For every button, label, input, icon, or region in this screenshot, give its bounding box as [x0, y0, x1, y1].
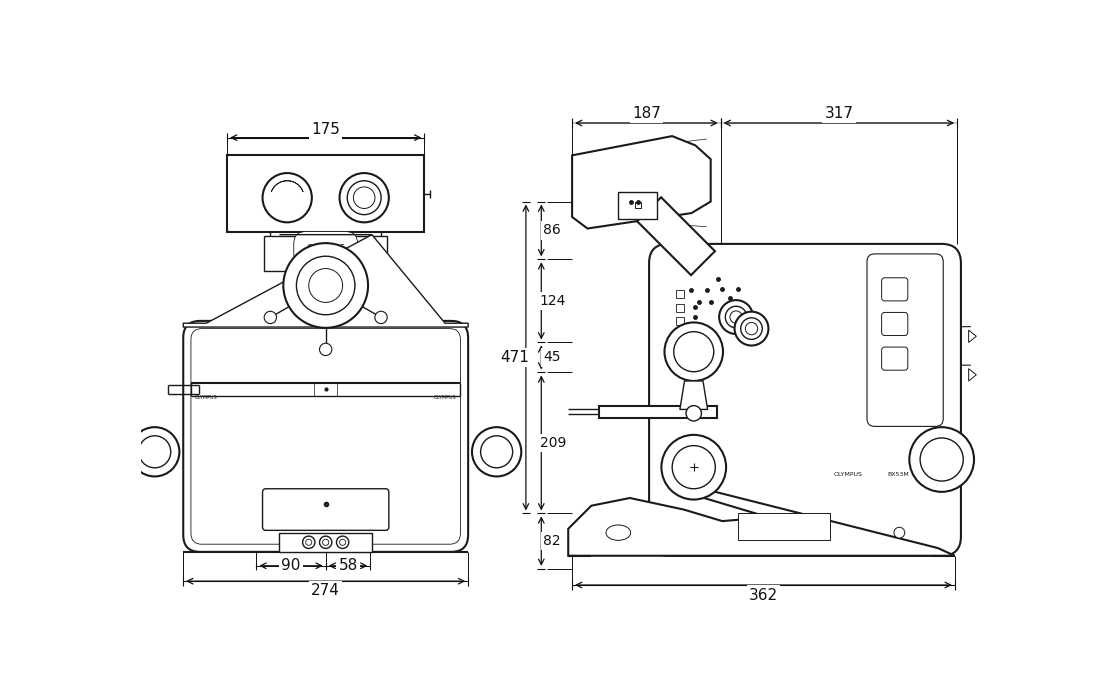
Circle shape	[920, 438, 964, 481]
Text: 45: 45	[544, 351, 561, 364]
Circle shape	[336, 536, 349, 549]
Circle shape	[735, 312, 768, 345]
Circle shape	[909, 427, 974, 492]
Circle shape	[296, 256, 355, 314]
FancyBboxPatch shape	[183, 321, 469, 552]
Polygon shape	[680, 381, 707, 410]
Circle shape	[375, 311, 387, 323]
Text: OLYMPUS: OLYMPUS	[434, 395, 456, 399]
Polygon shape	[638, 197, 715, 275]
Text: 362: 362	[749, 588, 778, 603]
Text: 86: 86	[544, 223, 561, 238]
Text: 317: 317	[824, 106, 853, 121]
Polygon shape	[183, 235, 469, 327]
Circle shape	[271, 181, 304, 214]
Circle shape	[306, 539, 312, 545]
Circle shape	[130, 427, 179, 477]
Text: 209: 209	[540, 436, 567, 450]
Text: 82: 82	[544, 534, 561, 548]
Bar	[619, 192, 656, 219]
Circle shape	[725, 306, 747, 328]
Circle shape	[264, 311, 276, 323]
Text: 274: 274	[312, 583, 340, 598]
Circle shape	[686, 406, 702, 421]
FancyBboxPatch shape	[867, 254, 944, 426]
Circle shape	[263, 173, 312, 223]
Bar	[599, 406, 717, 418]
Bar	[280, 533, 372, 552]
FancyBboxPatch shape	[263, 489, 389, 530]
Circle shape	[730, 311, 743, 323]
Circle shape	[303, 536, 315, 549]
Polygon shape	[969, 369, 977, 381]
Circle shape	[740, 318, 762, 339]
Ellipse shape	[606, 525, 631, 540]
Text: 90: 90	[282, 558, 301, 573]
Circle shape	[339, 539, 346, 545]
Bar	[228, 155, 424, 232]
Circle shape	[319, 536, 332, 549]
Circle shape	[339, 173, 389, 223]
Circle shape	[746, 323, 758, 335]
Text: 471: 471	[501, 350, 529, 365]
Text: OLYMPUS: OLYMPUS	[306, 244, 345, 253]
Circle shape	[481, 436, 513, 468]
Text: 187: 187	[632, 106, 661, 121]
Circle shape	[319, 343, 332, 356]
Text: 58: 58	[338, 558, 358, 573]
Circle shape	[719, 300, 753, 334]
Bar	[676, 290, 684, 298]
Circle shape	[323, 539, 329, 545]
Text: OLYMPUS: OLYMPUS	[834, 473, 863, 477]
Bar	[264, 236, 387, 271]
Polygon shape	[572, 136, 711, 229]
FancyBboxPatch shape	[882, 312, 908, 336]
Circle shape	[283, 243, 368, 328]
Text: BX53M: BX53M	[887, 473, 909, 477]
Circle shape	[662, 435, 726, 499]
Circle shape	[139, 436, 171, 468]
Circle shape	[472, 427, 522, 477]
Polygon shape	[969, 330, 977, 342]
Text: 175: 175	[312, 123, 340, 138]
Circle shape	[354, 187, 375, 208]
Circle shape	[674, 332, 714, 372]
FancyBboxPatch shape	[649, 244, 961, 556]
Circle shape	[276, 187, 298, 208]
FancyBboxPatch shape	[882, 278, 908, 301]
Bar	[676, 304, 684, 312]
Bar	[676, 317, 684, 325]
Circle shape	[308, 269, 343, 302]
Text: OLYMPUS: OLYMPUS	[194, 395, 218, 399]
Circle shape	[894, 527, 905, 538]
Bar	[738, 513, 830, 540]
Polygon shape	[568, 490, 955, 556]
FancyBboxPatch shape	[882, 347, 908, 370]
Circle shape	[347, 181, 381, 214]
Text: 124: 124	[539, 294, 566, 308]
Circle shape	[672, 446, 715, 489]
Circle shape	[664, 323, 723, 381]
